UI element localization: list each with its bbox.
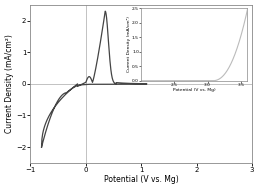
Y-axis label: Current Density (mA/cm²): Current Density (mA/cm²) <box>5 34 14 133</box>
X-axis label: Potential (V vs. Mg): Potential (V vs. Mg) <box>104 175 178 184</box>
